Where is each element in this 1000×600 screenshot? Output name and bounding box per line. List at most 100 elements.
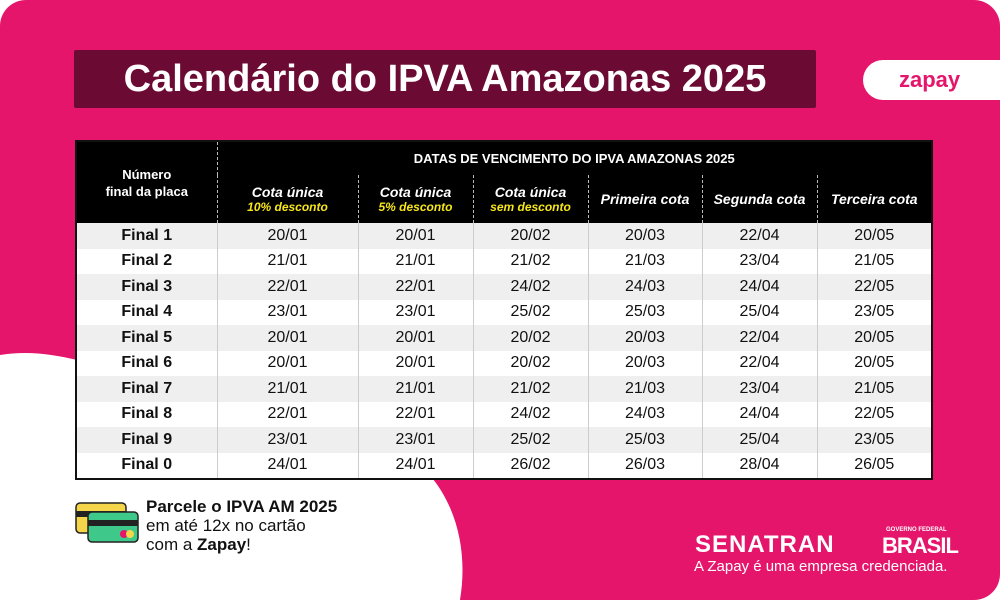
date-cell: 20/01	[358, 325, 474, 351]
date-cell: 23/01	[217, 427, 359, 453]
date-cell: 21/05	[817, 248, 933, 274]
date-cell: 21/05	[817, 376, 933, 402]
date-cell: 22/05	[817, 401, 933, 427]
column-header: Cota única 5% desconto	[357, 175, 473, 223]
date-cell: 20/03	[588, 325, 703, 351]
promo-line: Parcele o IPVA AM 2025	[146, 497, 338, 516]
row-label: Final 4	[76, 299, 218, 325]
date-cell: 22/01	[217, 274, 359, 300]
column-note: 5% desconto	[378, 200, 453, 214]
date-cell: 26/02	[473, 452, 589, 479]
row-label: Final 8	[76, 401, 218, 427]
row-label: Final 9	[76, 427, 218, 453]
promo-line: com a	[146, 535, 198, 554]
date-cell: 21/02	[473, 248, 589, 274]
senatran: SENATRAN	[695, 531, 835, 558]
date-cell: 24/01	[358, 452, 474, 479]
date-cell: 21/02	[473, 376, 589, 402]
date-cell: 22/01	[358, 401, 474, 427]
column-header: Terceira cota	[816, 175, 933, 223]
date-cell: 20/01	[358, 350, 474, 376]
date-cell: 20/05	[817, 350, 933, 376]
date-cell: 24/03	[588, 401, 703, 427]
date-cell: 20/02	[473, 350, 589, 376]
date-cell: 21/03	[588, 248, 703, 274]
column-note: 10% desconto	[247, 200, 328, 214]
date-cell: 24/02	[473, 274, 589, 300]
date-cell: 22/04	[702, 223, 818, 249]
date-cell: 23/01	[358, 427, 474, 453]
date-cell: 23/04	[702, 248, 818, 274]
date-cell: 21/01	[217, 376, 359, 402]
row-label: Final 7	[76, 376, 218, 402]
date-cell: 25/03	[588, 299, 703, 325]
date-cell: 22/04	[702, 350, 818, 376]
footer-note: A Zapay é uma empresa credenciada.	[694, 558, 948, 575]
date-cell: 25/04	[702, 299, 818, 325]
date-cell: 24/02	[473, 401, 589, 427]
date-cell: 24/04	[702, 401, 818, 427]
row-label: Final 2	[76, 248, 218, 274]
row-label: Final 6	[76, 350, 218, 376]
column-note: sem desconto	[490, 200, 571, 214]
date-cell: 22/01	[358, 274, 474, 300]
date-cell: 21/01	[358, 376, 474, 402]
date-cell: 23/05	[817, 427, 933, 453]
date-cell: 23/01	[358, 299, 474, 325]
table-row: Final 4 23/01 23/01 25/02 25/03 25/04 23/05	[76, 299, 933, 325]
table: Número final da placa DATAS DE VENCIMENTO…	[75, 140, 934, 480]
date-cell: 25/04	[702, 427, 818, 453]
date-cell: 25/02	[473, 427, 589, 453]
table-row: Final 0 24/01 24/01 26/02 26/03 28/04 26/05	[76, 452, 933, 479]
date-cell: 22/05	[817, 274, 933, 300]
column-header: Segunda cota	[701, 175, 817, 223]
date-cell: 25/03	[588, 427, 703, 453]
column-title: Terceira cota	[830, 191, 918, 207]
column-title: Primeira cota	[600, 191, 690, 207]
gov-big: BRASIL	[882, 533, 959, 558]
date-cell: 23/01	[217, 299, 359, 325]
date-cell: 20/01	[217, 223, 359, 249]
table-row: Final 6 20/01 20/01 20/02 20/03 22/04 20/05	[76, 350, 933, 376]
date-cell: 20/01	[217, 325, 359, 351]
promo-line: !	[246, 535, 251, 554]
table-row: Final 9 23/01 23/01 25/02 25/03 25/04 23/05	[76, 427, 933, 453]
date-cell: 20/05	[817, 223, 933, 249]
row-label: Final 5	[76, 325, 218, 351]
promo-line: em até 12x no cartão	[146, 516, 306, 535]
date-cell: 20/01	[217, 350, 359, 376]
table-row: Final 7 21/01 21/01 21/02 21/03 23/04 21/05	[76, 376, 933, 402]
promo-brand: Zapay	[197, 535, 247, 554]
date-cell: 20/05	[817, 325, 933, 351]
column-title: Cota única	[251, 184, 324, 200]
column-header: Primeira cota	[587, 175, 702, 223]
date-cell: 22/04	[702, 325, 818, 351]
column-header: Cota única sem desconto	[472, 175, 588, 223]
date-cell: 25/02	[473, 299, 589, 325]
date-cell: 24/04	[702, 274, 818, 300]
date-cell: 23/05	[817, 299, 933, 325]
row-label: Final 1	[76, 223, 218, 249]
date-cell: 24/01	[217, 452, 359, 479]
gov-small: GOVERNO FEDERAL	[886, 527, 947, 533]
table-row: Final 2 21/01 21/01 21/02 21/03 23/04 21/05	[76, 248, 933, 274]
date-cell: 20/02	[473, 325, 589, 351]
date-cell: 22/01	[217, 401, 359, 427]
date-cell: 20/03	[588, 223, 703, 249]
table-row: Final 5 20/01 20/01 20/02 20/03 22/04 20/05	[76, 325, 933, 351]
date-cell: 26/05	[817, 452, 933, 479]
row-label: Final 0	[76, 452, 218, 479]
date-cell: 24/03	[588, 274, 703, 300]
date-cell: 20/03	[588, 350, 703, 376]
logo: zapay	[863, 60, 1000, 100]
date-cell: 21/01	[358, 248, 474, 274]
date-cell: 28/04	[702, 452, 818, 479]
date-cell: 20/02	[473, 223, 589, 249]
title: Calendário do IPVA Amazonas 2025	[74, 50, 816, 108]
date-cell: 21/01	[217, 248, 359, 274]
column-header: Cota única 10% desconto	[216, 175, 358, 223]
column-title: Cota única	[494, 184, 567, 200]
row-header: final da placa	[105, 183, 188, 199]
date-cell: 23/04	[702, 376, 818, 402]
